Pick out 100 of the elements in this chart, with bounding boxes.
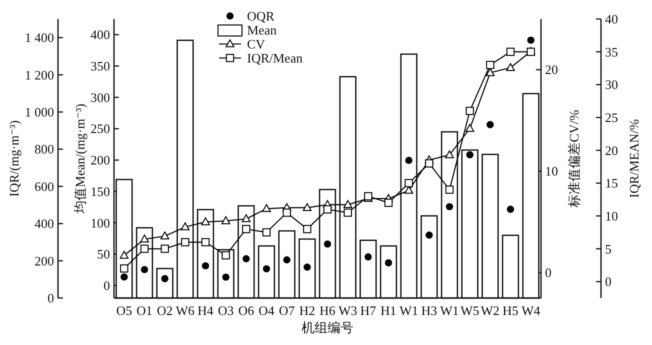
point bbox=[506, 206, 514, 213]
y3-tick-label: 10 bbox=[545, 164, 558, 179]
y-tick-label: 800 bbox=[34, 142, 54, 157]
point bbox=[242, 255, 250, 262]
legend-label: OQR bbox=[247, 8, 275, 24]
point bbox=[120, 250, 129, 259]
point bbox=[161, 275, 168, 282]
point bbox=[445, 150, 454, 158]
x-tick-label: O7 bbox=[278, 303, 296, 318]
x-tick-label: H5 bbox=[502, 303, 518, 318]
x-tick-label: W6 bbox=[176, 303, 196, 318]
point bbox=[506, 48, 515, 56]
point bbox=[324, 240, 332, 248]
y3-tick-label: 0 bbox=[545, 265, 552, 280]
point bbox=[466, 106, 474, 116]
point bbox=[180, 222, 190, 230]
x-tick-label: W1 bbox=[399, 303, 418, 318]
y-axis-title: IQR/(mg·m⁻³) bbox=[6, 120, 22, 197]
point bbox=[445, 186, 454, 194]
point bbox=[222, 251, 230, 260]
point bbox=[283, 256, 290, 264]
y-tick-label: 1 400 bbox=[24, 30, 54, 46]
x-tick-label: O5 bbox=[116, 303, 132, 318]
point bbox=[426, 232, 433, 239]
y-tick-label: 5 bbox=[605, 241, 612, 256]
point bbox=[384, 198, 393, 207]
y2-tick-label: 350 bbox=[90, 58, 110, 74]
point bbox=[262, 228, 271, 236]
y2-tick-label: 200 bbox=[90, 152, 110, 168]
x-tick-label: W5 bbox=[460, 303, 480, 318]
y2-tick-label: 0 bbox=[104, 278, 110, 293]
point bbox=[181, 238, 190, 246]
x-tick-label: W1 bbox=[440, 303, 459, 318]
x-tick-label: O3 bbox=[218, 303, 234, 318]
point bbox=[221, 216, 230, 224]
x-tick-label: H1 bbox=[380, 303, 396, 318]
point bbox=[486, 121, 494, 128]
point bbox=[202, 262, 210, 270]
x-tick-label: W4 bbox=[521, 303, 541, 318]
x-tick-label: O6 bbox=[238, 303, 255, 318]
y-tick-label: 1 000 bbox=[24, 104, 54, 120]
x-tick-label: H3 bbox=[421, 303, 438, 318]
point bbox=[242, 224, 250, 234]
point bbox=[446, 203, 454, 210]
point bbox=[404, 179, 413, 188]
y-tick-label: 20 bbox=[605, 142, 618, 158]
y-tick-label: 0 bbox=[48, 290, 54, 306]
point bbox=[486, 60, 494, 70]
point bbox=[364, 253, 372, 260]
point bbox=[120, 264, 128, 273]
y3-axis-title: 标准值偏差CV/% bbox=[566, 110, 582, 208]
y-tick-label: 200 bbox=[34, 253, 54, 268]
point bbox=[506, 63, 515, 71]
point bbox=[302, 203, 312, 212]
y-tick-label: 30 bbox=[605, 77, 618, 92]
text: IQR/Mean bbox=[247, 50, 303, 66]
y-tick-label: 600 bbox=[34, 178, 54, 194]
y-tick-label: 0 bbox=[605, 274, 612, 290]
point bbox=[201, 238, 210, 246]
legend-label: CV bbox=[247, 36, 266, 52]
point bbox=[140, 234, 149, 242]
y2-tick-label: 150 bbox=[90, 184, 110, 199]
y2-tick-label: 50 bbox=[97, 246, 110, 262]
point bbox=[486, 68, 495, 76]
x-tick-label: H7 bbox=[360, 303, 377, 318]
y-tick-label: 40 bbox=[605, 12, 618, 26]
point bbox=[222, 274, 230, 281]
legend-label: Mean bbox=[247, 22, 278, 38]
y2-tick-label: 250 bbox=[90, 121, 110, 136]
point bbox=[425, 159, 434, 168]
x-tick-label: O4 bbox=[258, 303, 275, 318]
point bbox=[160, 244, 169, 253]
y-tick-label: 10 bbox=[605, 208, 618, 224]
x-axis-title: 机组编号 bbox=[302, 320, 354, 335]
point bbox=[466, 151, 474, 158]
point bbox=[242, 214, 251, 222]
point bbox=[120, 273, 128, 281]
x-tick-label: H2 bbox=[299, 303, 316, 318]
x-tick-label: O2 bbox=[156, 303, 173, 318]
point bbox=[201, 217, 210, 226]
x-tick-label: W3 bbox=[338, 303, 358, 318]
point bbox=[527, 36, 534, 44]
y3-tick-label: 20 bbox=[545, 62, 558, 78]
point bbox=[262, 265, 270, 272]
y-axis-title: IQR/MEAN/% bbox=[626, 118, 642, 198]
point bbox=[343, 200, 352, 208]
point bbox=[282, 208, 291, 217]
point bbox=[303, 224, 312, 234]
y2-tick-label: 300 bbox=[90, 90, 110, 105]
y-tick-label: 1 200 bbox=[24, 67, 54, 82]
y-tick-label: 25 bbox=[605, 110, 618, 125]
x-tick-label: O1 bbox=[136, 303, 152, 318]
x-tick-label: W2 bbox=[480, 303, 500, 318]
y-tick-label: 400 bbox=[34, 216, 54, 232]
point bbox=[304, 264, 311, 271]
point bbox=[160, 232, 170, 240]
x-tick-label: H4 bbox=[198, 303, 214, 318]
point bbox=[344, 208, 352, 217]
point bbox=[140, 266, 148, 274]
y2-axis-title: 均值Mean/(mg·m⁻³) bbox=[72, 104, 88, 214]
